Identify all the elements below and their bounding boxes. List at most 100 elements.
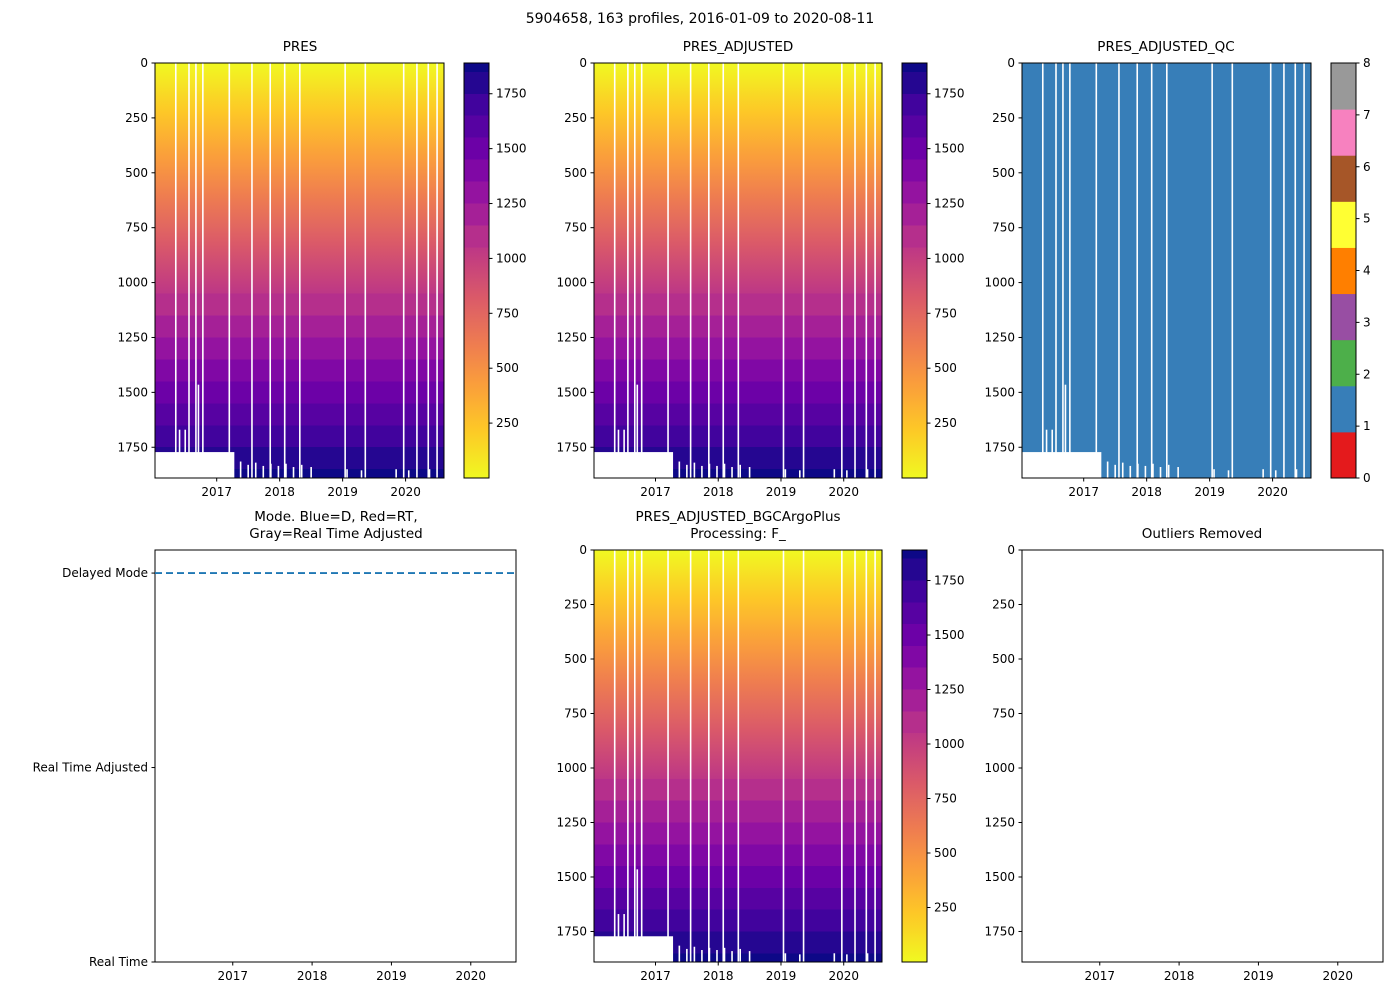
short-profile-gap xyxy=(723,947,726,962)
profile-gap-line xyxy=(874,63,876,478)
qc-colorbar-segment xyxy=(1331,339,1356,387)
x-tick-label: 2018 xyxy=(297,969,328,983)
y-tick-label: 1000 xyxy=(117,276,148,290)
profile-gap-line xyxy=(1269,63,1272,478)
short-profile-gap xyxy=(270,463,272,478)
short-profile-gap xyxy=(262,465,265,478)
axes-border xyxy=(1021,549,1384,963)
qc-colorbar-segment xyxy=(1331,109,1356,156)
colorbar-tick-label: 1500 xyxy=(496,142,527,156)
colorbar-tick-label: 1750 xyxy=(934,87,965,101)
x-tick-label: 2019 xyxy=(327,485,358,499)
y-tick-label: 1500 xyxy=(556,870,587,884)
profile-gap-line xyxy=(640,63,643,478)
short-profile-gap xyxy=(1213,469,1215,478)
subplot-title-pres-adjusted: PRES_ADJUSTED xyxy=(682,39,794,55)
short-profile-gap xyxy=(739,464,741,478)
subplot-title-pres: PRES xyxy=(282,39,318,55)
profile-gap-line xyxy=(402,63,405,478)
short-profile-gap xyxy=(285,463,287,478)
profile-gap-line xyxy=(613,63,616,478)
short-profile-gap xyxy=(748,467,751,478)
y-tick-label: 750 xyxy=(564,706,587,720)
colorbar-tick-label: 2 xyxy=(1363,367,1371,381)
short-profile-gap xyxy=(247,464,249,478)
x-tick-label: 2018 xyxy=(264,485,295,499)
x-tick-label: 2020 xyxy=(456,969,487,983)
y-tick-label: 1250 xyxy=(556,815,587,829)
short-profile-gap xyxy=(686,948,688,962)
mode-plot: Delayed Mode Real Time Adjusted Real Time 2… xyxy=(33,549,517,983)
y-tick-label: 1750 xyxy=(984,440,1015,454)
short-profile-gap xyxy=(1129,465,1132,478)
y-tick-label: 1750 xyxy=(556,440,587,454)
pres-heatmap: 2017 2018 2019 2020 0 250 500 750 1000 1250 1500 17… xyxy=(117,56,526,499)
colorbar-tick-label: 1000 xyxy=(934,251,965,265)
short-profile-gap xyxy=(833,953,836,962)
x-tick-label: 2017 xyxy=(201,485,232,499)
figure-title: 5904658, 163 profiles, 2016-01-09 to 202… xyxy=(525,11,875,27)
profile-gap-line xyxy=(722,63,725,478)
short-profile-gap xyxy=(617,429,620,478)
short-profile-gap xyxy=(178,429,181,478)
x-tick-label: 2019 xyxy=(376,969,407,983)
short-profile-gap xyxy=(1177,467,1179,478)
short-profile-gap xyxy=(784,469,787,478)
y-tick-label: 250 xyxy=(992,597,1015,611)
colorbar-tick-label: 750 xyxy=(934,306,957,320)
colorbar-tick-label: 500 xyxy=(934,361,957,375)
subplot-title-bgc-line2: Processing: F_ xyxy=(690,526,786,542)
y-tick-label: 750 xyxy=(564,221,587,235)
profile-gap-line xyxy=(854,63,856,478)
short-profile-gap xyxy=(1227,470,1230,478)
short-profile-gap xyxy=(731,467,733,478)
profile-gap-line xyxy=(436,63,438,478)
short-profile-gap xyxy=(623,914,625,962)
colorbar-tick-label: 250 xyxy=(934,901,957,915)
colorbar-tick-label: 1500 xyxy=(934,628,965,642)
colorbar-tick-label: 1500 xyxy=(934,142,965,156)
colorbar-tick-label: 3 xyxy=(1363,315,1371,329)
short-profile-gap xyxy=(723,463,726,478)
profile-gap-line xyxy=(299,63,301,478)
profile-gap-line xyxy=(1231,63,1234,478)
profile-gap-line xyxy=(802,63,805,478)
x-tick-label: 2019 xyxy=(1194,485,1225,499)
colorbar-tick-label: 1750 xyxy=(934,574,965,588)
colorbar-tick-label: 1250 xyxy=(496,197,527,211)
y-tick-label: 1500 xyxy=(984,870,1015,884)
shallow-profile-mask xyxy=(1022,452,1102,478)
profile-gap-line xyxy=(865,550,868,962)
axes-border xyxy=(154,62,445,479)
short-profile-gap xyxy=(1106,461,1109,478)
profile-gap-line xyxy=(1294,63,1297,478)
profile-gap-line xyxy=(283,63,286,478)
x-tick-label: 2017 xyxy=(1068,485,1099,499)
y-tick-label: 1250 xyxy=(117,330,148,344)
subplot-title-outliers: Outliers Removed xyxy=(1141,526,1263,542)
short-profile-gap xyxy=(1159,467,1162,478)
profile-gap-line xyxy=(251,63,253,478)
short-profile-gap xyxy=(678,461,681,478)
short-profile-gap xyxy=(1121,462,1124,478)
bgc-heatmap-colorbar xyxy=(902,550,927,962)
short-profile-gap xyxy=(1114,464,1116,478)
y-tick-label: 1500 xyxy=(117,385,148,399)
short-profile-gap xyxy=(731,951,733,962)
colorbar-tick-label: 0 xyxy=(1363,471,1371,485)
profile-gap-line xyxy=(1069,63,1071,478)
x-tick-label: 2019 xyxy=(1243,969,1274,983)
profile-gap-line xyxy=(228,63,231,478)
profile-gap-line xyxy=(708,63,710,478)
short-profile-gap xyxy=(1064,384,1067,478)
short-profile-gap xyxy=(799,470,801,478)
profile-gap-line xyxy=(627,63,629,478)
colorbar-tick-label: 250 xyxy=(496,416,519,430)
profile-gap-line xyxy=(841,63,843,478)
profile-gap-line xyxy=(1303,63,1305,478)
profile-gap-line xyxy=(854,550,856,962)
pres-heatmap-colorbar xyxy=(464,63,489,478)
qc-colorbar-segment xyxy=(1331,247,1356,295)
y-tick-label: 500 xyxy=(564,166,587,180)
